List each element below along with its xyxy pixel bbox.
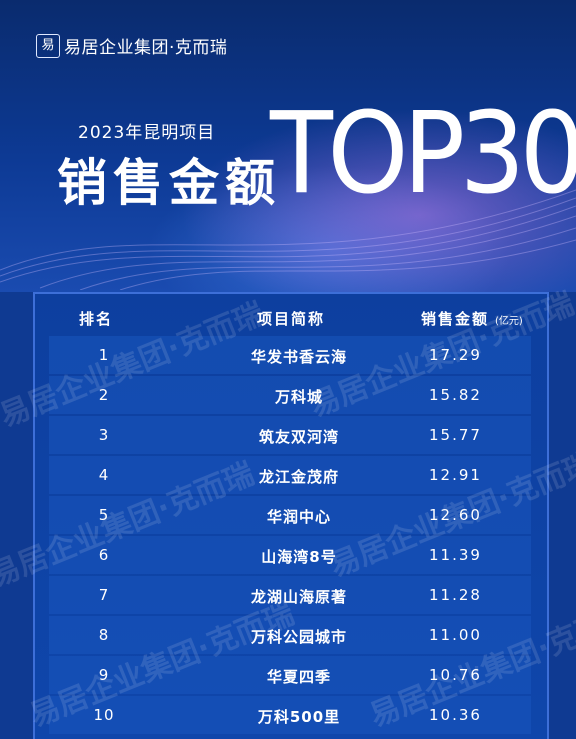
sales-cell: 12.60: [429, 506, 482, 524]
rank-cell: 8: [98, 626, 110, 644]
sales-cell: 11.00: [429, 626, 482, 644]
project-name-cell: 龙江金茂府: [258, 468, 339, 486]
table-row: 2 万科城 15.82: [49, 376, 531, 414]
project-name-cell: 万科500里: [257, 708, 341, 726]
logo-mark-icon: 易: [36, 33, 60, 58]
rank-cell: 1: [98, 346, 110, 364]
year-subtitle: 2023年昆明项目: [78, 123, 216, 143]
table-row: 7 龙湖山海原著 11.28: [49, 576, 531, 614]
rank-cell: 9: [98, 666, 110, 684]
project-name-cell: 华润中心: [266, 508, 331, 526]
rank-cell: 6: [98, 546, 110, 564]
sales-cell: 12.91: [429, 466, 482, 484]
top30-label: TOP30: [270, 89, 576, 219]
header-sales-label: 销售金额: [421, 310, 490, 328]
rank-cell: 3: [98, 426, 110, 444]
project-name-cell: 龙湖山海原著: [250, 588, 347, 606]
page-title: 销售金额: [57, 154, 281, 212]
wave-decoration: [0, 189, 576, 290]
table-row: 3 筑友双河湾 15.77: [49, 416, 531, 454]
sales-cell: 11.39: [429, 546, 482, 564]
header-name: 项目简称: [257, 310, 326, 328]
table-header: 排名 项目简称 销售金额 (亿元): [35, 294, 547, 340]
project-name-cell: 山海湾8号: [261, 548, 337, 566]
sales-cell: 15.77: [429, 426, 482, 444]
table-row: 9 华夏四季 10.76: [49, 656, 531, 694]
table-row: 8 万科公园城市 11.00: [49, 616, 531, 654]
ranking-table: 排名 项目简称 销售金额 (亿元) 1 华发书香云海 17.29 2 万科城 15…: [33, 292, 549, 739]
table-row: 4 龙江金茂府 12.91: [49, 456, 531, 494]
project-name-cell: 万科公园城市: [250, 628, 347, 646]
project-name-cell: 华发书香云海: [250, 348, 347, 366]
header-sales-unit: (亿元): [495, 316, 523, 327]
sales-cell: 17.29: [429, 346, 482, 364]
rank-cell: 4: [98, 466, 110, 484]
project-name-cell: 华夏四季: [266, 668, 331, 686]
hero-banner: 易 易居企业集团·克而瑞 2023年昆明项目 销售金额 TOP30: [0, 0, 576, 292]
sales-cell: 15.82: [429, 386, 482, 404]
rank-cell: 7: [98, 586, 110, 604]
sales-cell: 10.36: [429, 706, 482, 724]
table-row: 6 山海湾8号 11.39: [49, 536, 531, 574]
header-sales: 销售金额 (亿元): [421, 308, 523, 329]
rank-cell: 10: [93, 706, 115, 724]
project-name-cell: 万科城: [274, 388, 323, 406]
sales-cell: 11.28: [429, 586, 482, 604]
rank-cell: 5: [98, 506, 110, 524]
header-rank: 排名: [79, 310, 114, 328]
table-row: 1 华发书香云海 17.29: [49, 336, 531, 374]
project-name-cell: 筑友双河湾: [258, 428, 339, 446]
sales-cell: 10.76: [429, 666, 482, 684]
logo-text: 易居企业集团·克而瑞: [64, 38, 228, 58]
rank-cell: 2: [98, 386, 110, 404]
brand-logo: 易 易居企业集团·克而瑞: [36, 33, 227, 58]
table-row: 5 华润中心 12.60: [49, 496, 531, 534]
table-row: 10 万科500里 10.36: [49, 696, 531, 734]
